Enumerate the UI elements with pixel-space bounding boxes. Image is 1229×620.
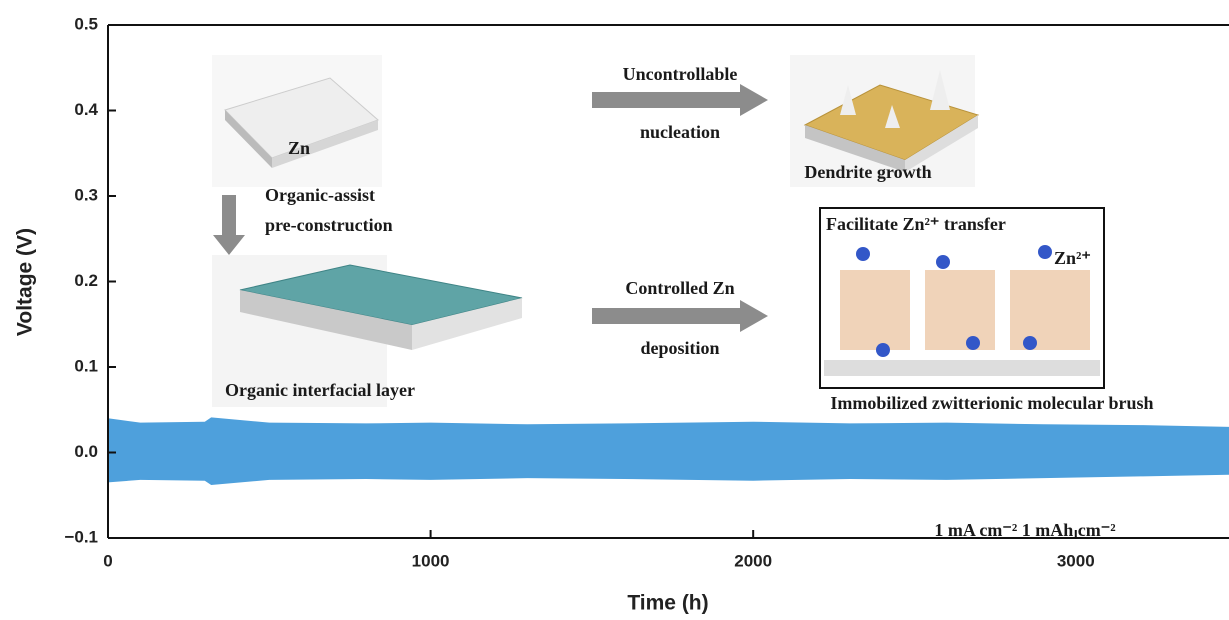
substrate <box>824 360 1100 376</box>
annotation: deposition <box>640 338 719 358</box>
y-tick-label: −0.1 <box>64 527 98 546</box>
arrow <box>213 195 245 255</box>
y-tick-label: 0.5 <box>74 14 98 33</box>
x-tick-label: 0 <box>103 551 112 570</box>
y-tick-label: 0.3 <box>74 185 98 204</box>
annotation: Uncontrollable <box>623 64 738 84</box>
y-tick-label: 0.2 <box>74 271 98 290</box>
molecules <box>840 270 1090 350</box>
annotation: Facilitate Zn²⁺ transfer <box>826 214 1006 234</box>
x-tick-label: 2000 <box>734 551 772 570</box>
annotation: Dendrite growth <box>804 162 931 182</box>
annotation: 1 mA cm⁻² 1 mAh cm⁻² <box>934 520 1115 540</box>
annotation: pre-construction <box>265 215 393 235</box>
annotation: nucleation <box>640 122 720 142</box>
y-axis-label: Voltage (V) <box>14 228 37 336</box>
y-tick-label: 0.4 <box>74 100 98 119</box>
annotation: Zn²⁺ <box>1054 248 1091 268</box>
annotation: Zn <box>288 138 310 158</box>
x-axis-label: Time (h) <box>627 592 708 615</box>
arrow <box>592 300 768 332</box>
y-tick-label: 0.0 <box>74 442 98 461</box>
annotation: Controlled Zn <box>625 278 734 298</box>
voltage-band <box>108 417 1229 485</box>
annotation: Organic-assist <box>265 185 375 205</box>
y-tick-label: 0.1 <box>74 356 98 375</box>
arrow <box>592 84 768 116</box>
x-tick-label: 3000 <box>1057 551 1095 570</box>
annotation: Organic interfacial layer <box>225 380 415 400</box>
annotation: Immobilized zwitterionic molecular brush <box>830 393 1153 413</box>
chart: −0.1 0.0 0.1 0.2 0.3 0.4 0.5 0 1000 2000 3000 Time … <box>0 0 1229 620</box>
x-tick-label: 1000 <box>412 551 450 570</box>
